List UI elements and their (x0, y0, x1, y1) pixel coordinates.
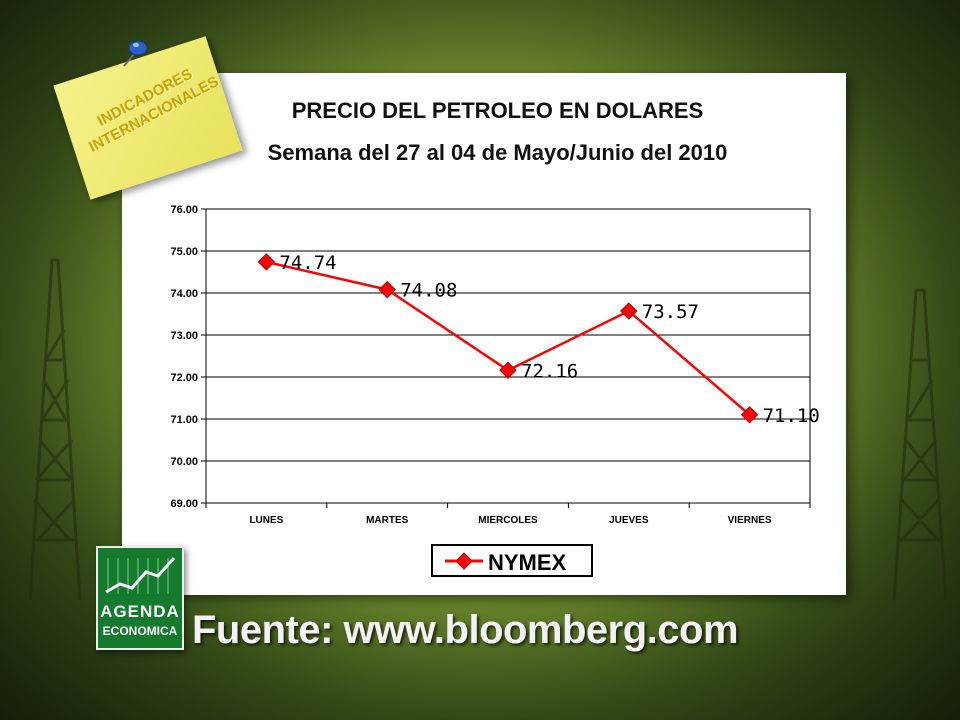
y-tick-label: 75.00 (170, 246, 198, 258)
legend-marker-icon (445, 552, 483, 570)
data-label: 71.10 (763, 405, 820, 427)
y-tick-label: 73.00 (170, 330, 198, 342)
oil-derrick-right (892, 288, 948, 600)
chart-panel (122, 73, 846, 595)
x-tick-label: VIERNES (728, 515, 772, 526)
x-tick-label: JUEVES (609, 515, 649, 526)
y-tick-label: 70.00 (170, 456, 198, 468)
y-tick-label: 69.00 (170, 498, 198, 510)
chart-title: PRECIO DEL PETROLEO EN DOLARES (291, 98, 704, 123)
data-label: 74.08 (400, 280, 457, 302)
data-point-marker (378, 280, 396, 299)
pushpin-icon (123, 40, 148, 67)
plot-area-border (205, 208, 811, 504)
y-tick-label: 74.00 (170, 288, 198, 300)
data-point-marker (499, 361, 517, 379)
x-tick-label: LUNES (249, 515, 283, 526)
data-point-marker (620, 302, 638, 320)
data-label: 73.57 (642, 301, 699, 323)
series-line-nymex (266, 260, 751, 416)
logo-line2: ECONOMICA (102, 624, 178, 638)
data-point-marker (257, 253, 276, 271)
agenda-economica-logo: AGENDA ECONOMICA (96, 546, 184, 650)
logo-chart-icon (105, 557, 176, 594)
price-line-chart: 69.00 70.00 71.00 72.00 73.00 74.00 75.00 76.00… (170, 204, 820, 526)
chart-legend: NYMEX (431, 544, 593, 577)
data-label: 74.74 (279, 252, 336, 274)
x-tick-label: MIERCOLES (478, 515, 538, 526)
data-label: 72.16 (521, 360, 578, 382)
y-tick-label: 72.00 (170, 372, 198, 384)
y-tick-label: 71.00 (170, 414, 198, 426)
source-credit: Fuente: www.bloomberg.com (192, 608, 739, 652)
logo-line1: AGENDA (100, 602, 180, 621)
x-tick-label: MARTES (366, 515, 409, 526)
oil-derrick-left (28, 258, 82, 600)
y-tick-label: 76.00 (170, 204, 198, 216)
chart-subtitle: Semana del 27 al 04 de Mayo/Junio del 20… (267, 140, 728, 165)
legend-series-name: NYMEX (488, 550, 567, 575)
data-point-marker (740, 406, 759, 424)
